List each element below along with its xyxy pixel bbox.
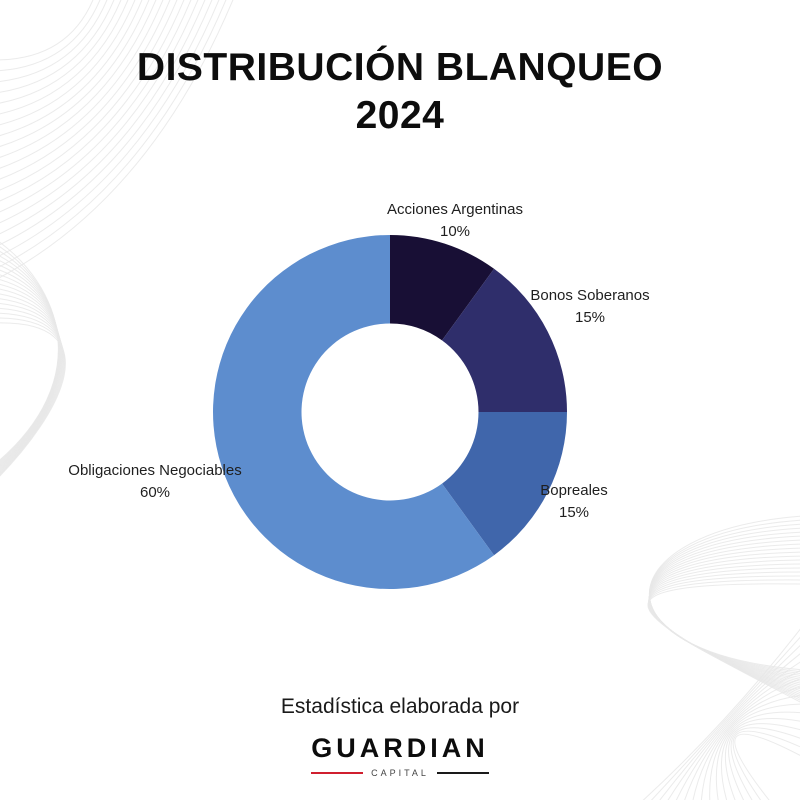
- donut-slice-1: [442, 268, 567, 412]
- brand-dark-line: [436, 772, 489, 774]
- slice-label-acciones-argentinas: Acciones Argentinas 10%: [345, 199, 565, 243]
- slice-label-bonos-soberanos: Bonos Soberanos 15%: [480, 285, 700, 329]
- footer: Estadística elaborada por GUARDIAN CAPIT…: [0, 695, 800, 778]
- slice-percent: 60%: [139, 484, 171, 501]
- slice-label-text: Bonos Soberanos: [530, 287, 650, 304]
- slice-percent: 15%: [558, 504, 590, 521]
- donut-chart: [213, 235, 567, 589]
- slice-label-obligaciones-negociables: Obligaciones Negociables 60%: [25, 460, 285, 504]
- slice-label-bopreales: Bopreales 15%: [464, 480, 684, 524]
- footer-text: Estadística elaborada por: [280, 695, 520, 718]
- slice-label-text: Obligaciones Negociables: [68, 462, 242, 479]
- page-title: DISTRIBUCIÓN BLANQUEO 2024: [0, 44, 800, 140]
- slice-percent: 15%: [574, 309, 606, 326]
- slice-label-text: Bopreales: [540, 482, 608, 499]
- brand-name: GUARDIAN: [311, 733, 489, 763]
- slice-label-text: Acciones Argentinas: [387, 201, 523, 218]
- donut-slice-0: [390, 235, 495, 341]
- title-line-2: 2024: [355, 94, 445, 137]
- decorative-waves-left: [0, 241, 66, 477]
- donut-slice-3: [213, 235, 495, 589]
- brand-logo-underline: CAPITAL: [0, 768, 800, 778]
- title-line-1: DISTRIBUCIÓN BLANQUEO: [136, 46, 664, 89]
- donut-slice-2: [442, 412, 567, 556]
- brand-sub-label: CAPITAL: [371, 768, 429, 778]
- slice-percent: 10%: [439, 223, 471, 240]
- brand-accent-line: [311, 772, 364, 774]
- decorative-waves-right: [647, 515, 800, 703]
